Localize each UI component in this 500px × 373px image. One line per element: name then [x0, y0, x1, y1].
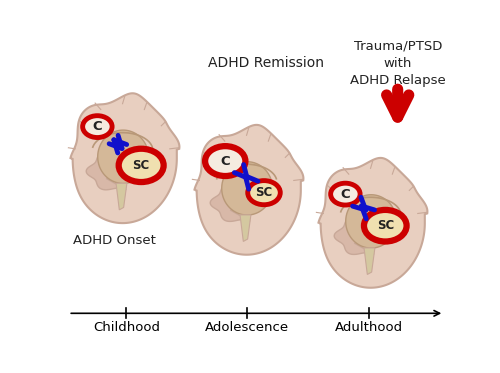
Polygon shape [86, 153, 126, 190]
Text: ADHD Remission: ADHD Remission [208, 56, 324, 70]
Circle shape [330, 183, 360, 205]
Text: Adulthood: Adulthood [334, 322, 402, 334]
Text: Trauma/PTSD
with
ADHD Relapse: Trauma/PTSD with ADHD Relapse [350, 40, 446, 87]
Polygon shape [194, 125, 304, 255]
Polygon shape [222, 162, 272, 215]
Text: C: C [340, 188, 350, 201]
Polygon shape [116, 183, 127, 210]
Text: SC: SC [132, 159, 150, 172]
Text: SC: SC [256, 186, 272, 199]
Text: C: C [220, 154, 230, 167]
Text: Adolescence: Adolescence [204, 322, 288, 334]
Circle shape [118, 149, 164, 182]
Polygon shape [210, 184, 250, 222]
Circle shape [205, 146, 246, 176]
Polygon shape [364, 248, 375, 275]
Polygon shape [98, 130, 148, 184]
Text: Childhood: Childhood [93, 322, 160, 334]
Text: SC: SC [376, 219, 394, 232]
Polygon shape [318, 158, 428, 288]
Polygon shape [240, 215, 251, 241]
Circle shape [364, 210, 406, 241]
Polygon shape [346, 195, 397, 248]
Polygon shape [70, 93, 180, 223]
Text: ADHD Onset: ADHD Onset [74, 234, 156, 247]
Text: C: C [92, 120, 102, 133]
Polygon shape [334, 217, 374, 254]
Circle shape [248, 181, 280, 205]
Circle shape [82, 116, 112, 138]
